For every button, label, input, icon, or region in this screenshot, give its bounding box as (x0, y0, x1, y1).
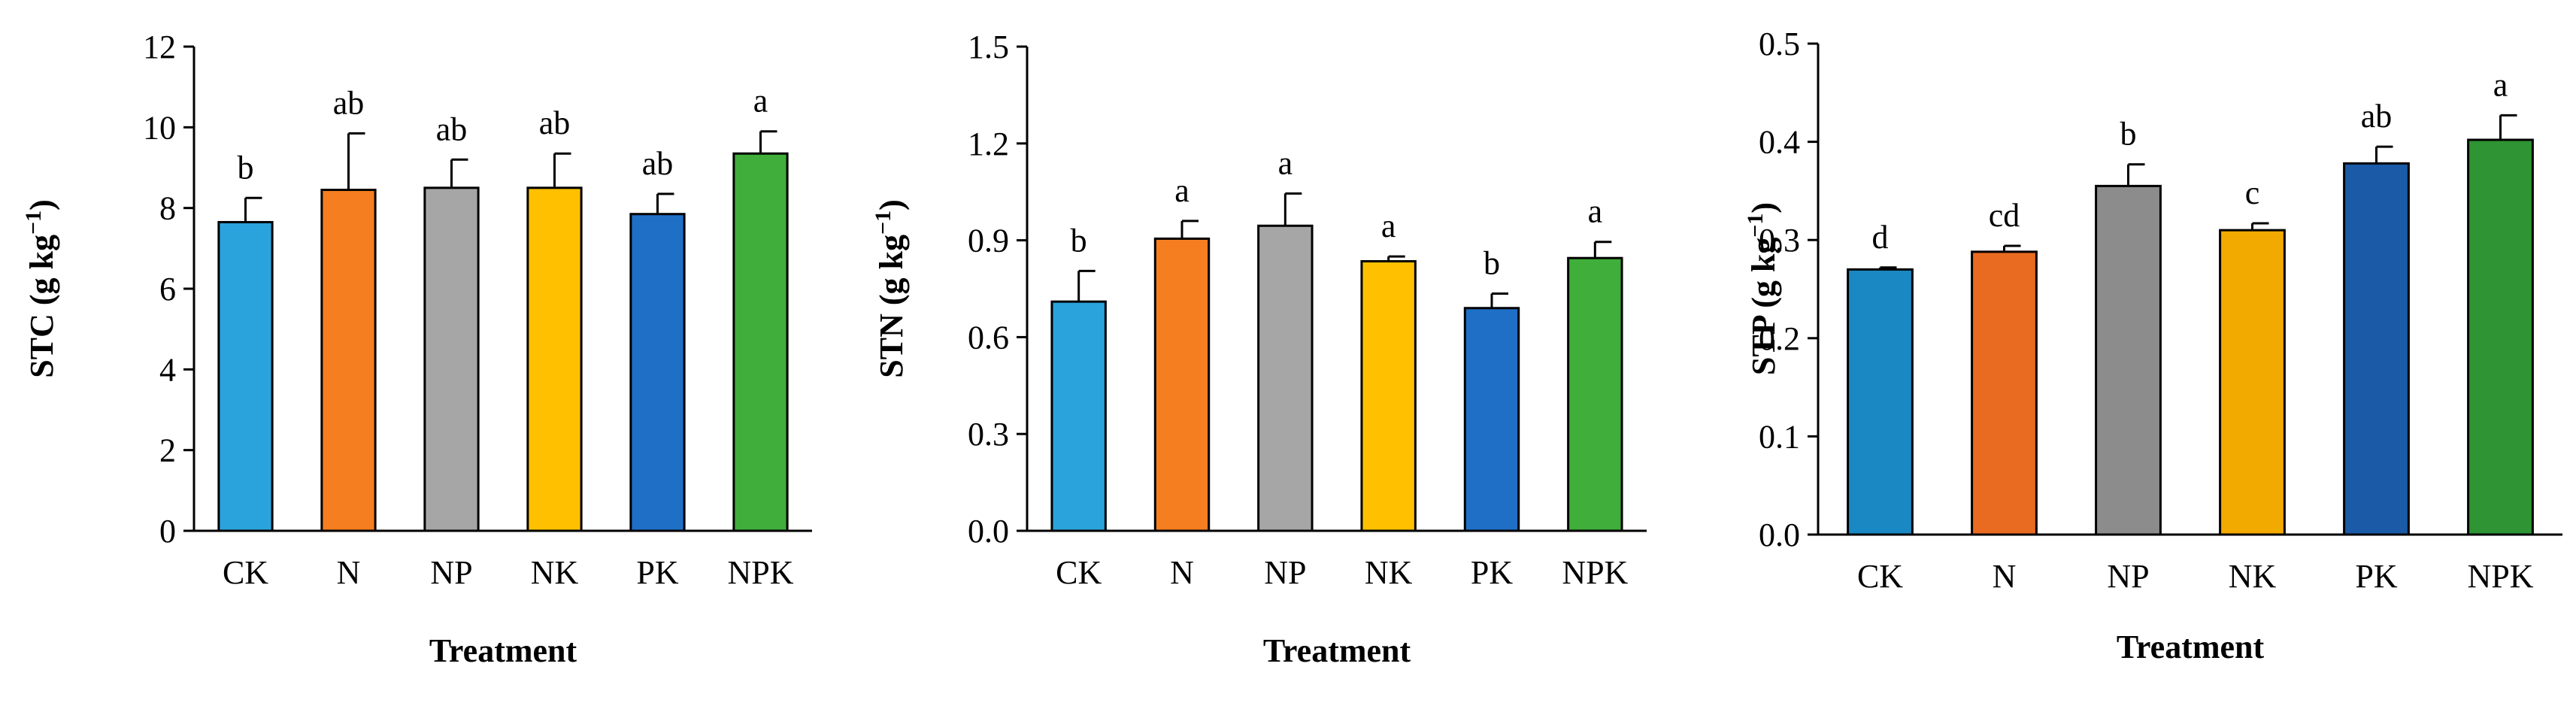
stc-bar-np (423, 186, 480, 532)
stc-panel: 0 2 4 6 8 10 12 b CK ab Nab NP ab NK ab PK a NPK Treatment… (21, 29, 812, 669)
stp-y-tick-label: 0.1 (1759, 418, 1800, 455)
stc-y-tick-label: 2 (159, 432, 176, 469)
stp-sig-letter-ck: d (1872, 219, 1889, 256)
stp-bar-np (2095, 184, 2162, 536)
stc-sig-letter-nk: ab (539, 105, 571, 141)
stp-bar-n (1971, 250, 2038, 536)
stc-category-label-pk: PK (636, 554, 678, 591)
stn-category-label-np: NP (1264, 554, 1306, 591)
stc-sig-letter-pk: ab (642, 145, 674, 182)
stp-bar-npk (2467, 138, 2534, 536)
stp-bar-pk (2343, 162, 2410, 536)
stc-y-tick-label: 6 (159, 271, 176, 308)
stn-y-tick-label: 0.6 (968, 319, 1009, 356)
stc-bar-n (320, 189, 377, 532)
stn-panel: 0.0 0.3 0.6 0.9 1.2 1.5 b CK a Na NP a NK b PK a NPK Trea… (871, 29, 1647, 669)
stc-sig-letter-npk: a (753, 83, 768, 120)
stc-x-axis-title: Treatment (429, 632, 577, 669)
stc-sig-letter-np: ab (436, 111, 468, 147)
stp-category-label-n: N (1993, 558, 2017, 595)
stn-bar-np (1257, 224, 1314, 532)
stn-y-tick-label: 0.0 (968, 513, 1009, 550)
stc-bar-npk (732, 152, 789, 532)
stc-category-label-ck: CK (223, 554, 268, 591)
stn-category-label-nk: NK (1365, 554, 1413, 591)
stn-y-tick-label: 0.3 (968, 416, 1009, 453)
stn-y-tick-label: 0.9 (968, 223, 1009, 259)
stc-y-tick-label: 4 (159, 351, 176, 388)
stn-sig-letter-ck: b (1071, 222, 1087, 259)
stp-y-tick-label: 0.0 (1759, 517, 1800, 553)
stp-bar-nk (2219, 229, 2286, 536)
stc-category-label-npk: NPK (727, 554, 793, 591)
stp-panel: 0.0 0.1 0.2 0.3 0.4 0.5 d CK cd Nb NP c NK ab PK a NPK Tr… (1743, 26, 2562, 665)
stn-bar-npk (1567, 256, 1623, 532)
stn-category-label-n: N (1170, 554, 1194, 591)
stc-sig-letter-n: ab (333, 84, 365, 121)
stp-category-label-npk: NPK (2467, 558, 2533, 595)
stp-y-tick-label: 0.4 (1759, 124, 1800, 161)
stc-bar-nk (526, 186, 583, 532)
stn-category-label-pk: PK (1471, 554, 1513, 591)
stn-sig-letter-pk: b (1483, 244, 1500, 281)
stn-sig-letter-n: a (1174, 172, 1190, 209)
stc-bar-ck (217, 220, 274, 532)
stn-category-label-npk: NPK (1562, 554, 1628, 591)
stp-sig-letter-np: b (2120, 116, 2137, 153)
stp-category-label-ck: CK (1857, 558, 1903, 595)
stp-bar-ck (1847, 268, 1914, 536)
stp-x-axis-title: Treatment (2117, 629, 2265, 665)
stp-category-label-nk: NK (2229, 558, 2277, 595)
stn-bar-ck (1050, 300, 1107, 532)
stp-category-label-pk: PK (2355, 558, 2397, 595)
stc-y-tick-label: 0 (159, 513, 176, 550)
stn-bar-nk (1360, 260, 1417, 532)
stc-y-tick-label: 10 (143, 109, 176, 146)
stp-sig-letter-pk: ab (2361, 98, 2393, 135)
stp-sig-letter-n: cd (1989, 197, 2020, 234)
stc-y-tick-label: 12 (143, 29, 176, 65)
stp-y-axis-title: STP (g kg−1) (1743, 202, 1782, 375)
stc-y-tick-label: 8 (159, 190, 176, 227)
stp-y-tick-label: 0.2 (1759, 320, 1800, 357)
stn-y-tick-label: 1.5 (968, 29, 1009, 65)
stn-category-label-ck: CK (1056, 554, 1102, 591)
stn-sig-letter-npk: a (1588, 193, 1603, 230)
stn-sig-letter-nk: a (1381, 208, 1396, 244)
stc-category-label-n: N (337, 554, 361, 591)
stc-sig-letter-ck: b (238, 149, 254, 186)
stp-y-tick-label: 0.3 (1759, 222, 1800, 259)
stc-bar-pk (629, 213, 686, 532)
stp-category-label-np: NP (2107, 558, 2149, 595)
stn-sig-letter-np: a (1278, 144, 1293, 181)
stp-sig-letter-npk: a (2493, 66, 2508, 103)
stn-bar-pk (1463, 307, 1520, 532)
stn-y-axis-title: STN (g kg−1) (871, 199, 910, 377)
stc-y-axis-title: STC (g kg−1) (21, 199, 60, 377)
stc-category-label-nk: NK (531, 554, 579, 591)
stn-bar-n (1153, 237, 1211, 532)
stp-y-tick-label: 0.5 (1759, 26, 1800, 62)
stn-x-axis-title: Treatment (1263, 632, 1411, 669)
stc-category-label-np: NP (430, 554, 472, 591)
stn-y-tick-label: 1.2 (968, 126, 1009, 162)
stp-sig-letter-nk: c (2245, 174, 2260, 211)
